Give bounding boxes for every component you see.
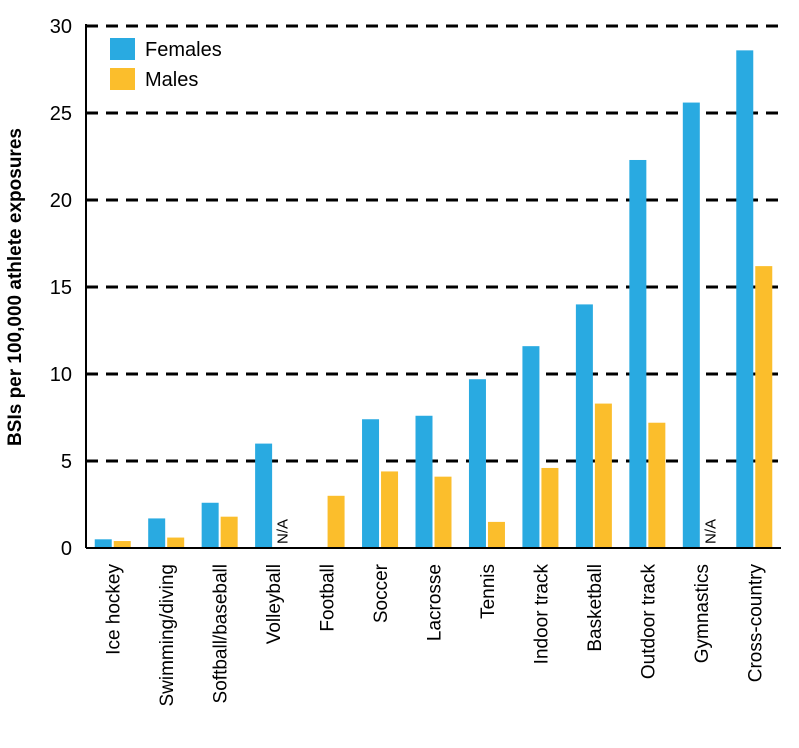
bar-females-softball-baseball (201, 502, 219, 548)
bar-males-indoor-track (541, 467, 559, 548)
x-category-label-soccer: Soccer (371, 563, 392, 623)
x-category-label-tennis: Tennis (478, 564, 499, 619)
x-category-label-football: Football (318, 564, 339, 632)
y-tick-label-15: 15 (50, 277, 72, 299)
bar-males-swimming-diving (167, 537, 185, 548)
na-label-volleyball: N/A (275, 519, 292, 544)
bar-females-outdoor-track (629, 159, 647, 549)
y-tick-label-20: 20 (50, 190, 72, 212)
bar-males-football (327, 495, 345, 548)
bar-females-cross-country (736, 50, 754, 549)
bar-males-soccer (381, 471, 399, 548)
y-tick-label-5: 5 (61, 451, 72, 473)
bar-females-gymnastics (682, 102, 700, 548)
bar-females-volleyball (255, 443, 273, 548)
y-tick-label-30: 30 (50, 16, 72, 38)
y-tick-label-25: 25 (50, 103, 72, 125)
bar-males-lacrosse (434, 476, 452, 548)
annotations: N/A N/A (275, 519, 720, 544)
bar-females-swimming-diving (148, 518, 166, 548)
x-category-label-volleyball: Volleyball (264, 564, 285, 644)
axes (85, 24, 781, 549)
bar-females-ice-hockey (94, 539, 112, 548)
x-category-label-lacrosse: Lacrosse (425, 564, 446, 641)
x-category-label-basketball: Basketball (585, 564, 606, 652)
x-category-label-gymnastics: Gymnastics (692, 564, 713, 663)
legend: Females Males (110, 38, 222, 91)
na-label-gymnastics: N/A (702, 519, 719, 544)
y-axis-label: BSIs per 100,000 athlete exposures (5, 128, 26, 446)
bar-males-tennis (487, 521, 505, 548)
y-tick-label-10: 10 (50, 364, 72, 386)
gridlines (86, 24, 781, 463)
bar-females-tennis (468, 379, 486, 548)
legend-swatch-males (110, 68, 135, 90)
y-tick-labels: 0 5 10 15 20 25 30 (50, 16, 72, 560)
x-category-label-indoor-track: Indoor track (531, 564, 552, 665)
x-category-label-cross-country: Cross-country (745, 564, 766, 683)
bar-females-basketball (575, 304, 593, 548)
x-category-labels: Ice hockey Swimming/diving Softball/baseba… (104, 563, 767, 706)
x-category-label-ice-hockey: Ice hockey (104, 564, 125, 655)
bar-females-soccer (362, 419, 380, 548)
x-category-label-outdoor-track: Outdoor track (638, 564, 659, 680)
x-category-label-softball-baseball: Softball/baseball (211, 564, 232, 703)
x-category-label-swimming-diving: Swimming/diving (157, 564, 178, 707)
bar-females-lacrosse (415, 415, 433, 548)
legend-label-females: Females (145, 39, 222, 61)
bar-males-basketball (594, 403, 612, 548)
bar-females-indoor-track (522, 346, 540, 548)
bar-males-cross-country (755, 266, 773, 548)
bar-males-ice-hockey (113, 541, 131, 548)
bar-males-outdoor-track (648, 422, 666, 548)
legend-swatch-females (110, 38, 135, 60)
bar-males-softball-baseball (220, 516, 238, 548)
bars (94, 50, 773, 549)
legend-label-males: Males (145, 69, 198, 91)
y-tick-label-0: 0 (61, 538, 72, 560)
